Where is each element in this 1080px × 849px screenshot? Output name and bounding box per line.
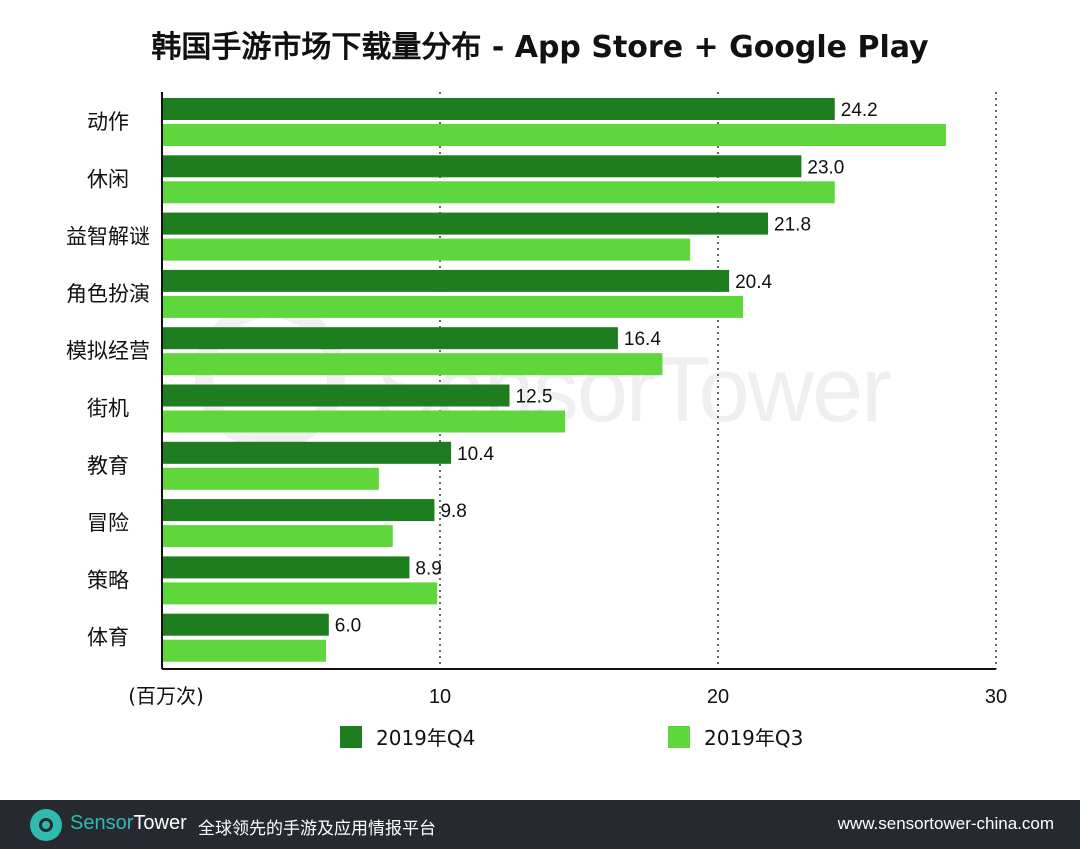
- footer-tagline: 全球领先的手游及应用情报平台: [198, 819, 436, 839]
- bar-q4: [162, 499, 435, 522]
- category-label: 冒险: [87, 511, 129, 535]
- footer-bar: SensorTower 全球领先的手游及应用情报平台 www.sensortow…: [0, 800, 1080, 849]
- bar-q4: [162, 441, 452, 464]
- category-label: 街机: [87, 397, 129, 421]
- bar-q4: [162, 384, 510, 407]
- chart-title: 韩国手游市场下载量分布 - App Store + Google Play: [151, 30, 929, 65]
- bar-q4: [162, 155, 802, 178]
- category-label: 动作: [87, 110, 129, 134]
- bar-q3: [162, 639, 327, 662]
- x-axis-label: (百万次): [128, 684, 204, 708]
- legend-label: 2019年Q4: [376, 726, 475, 750]
- category-label: 益智解谜: [66, 225, 150, 249]
- category-label: 角色扮演: [66, 282, 150, 306]
- legend-label: 2019年Q3: [704, 726, 803, 750]
- data-label: 8.9: [415, 558, 441, 579]
- bar-q3: [162, 238, 691, 261]
- data-label: 9.8: [440, 501, 466, 522]
- data-label: 12.5: [516, 387, 553, 408]
- data-label: 6.0: [335, 616, 361, 637]
- tick-label: 30: [985, 686, 1007, 708]
- bar-chart: 24.2 动作 23.0 休闲 21.8 益智解谜 20.4 角色扮演 16.4 模拟经营 12.5…: [66, 92, 1007, 750]
- bar-q4: [162, 269, 730, 292]
- bar-q4: [162, 556, 410, 579]
- category-label: 教育: [87, 454, 129, 478]
- bar-q3: [162, 353, 663, 376]
- category-label: 策略: [87, 568, 129, 592]
- bar-q4: [162, 327, 618, 350]
- bar-q3: [162, 410, 566, 433]
- tick-label: 20: [707, 686, 729, 708]
- legend-swatch: [340, 726, 362, 748]
- data-label: 23.0: [807, 157, 844, 178]
- data-label: 21.8: [774, 215, 811, 236]
- bar-q4: [162, 212, 769, 235]
- data-label: 10.4: [457, 444, 494, 465]
- category-label: 体育: [87, 626, 129, 650]
- footer-brand: SensorTower: [70, 812, 187, 834]
- bar-q4: [162, 613, 329, 636]
- data-label: 20.4: [735, 272, 772, 293]
- bar-q4: [162, 98, 835, 120]
- bar-q3: [162, 525, 393, 548]
- category-label: 休闲: [87, 167, 129, 191]
- data-label: 24.2: [841, 100, 878, 121]
- sensortower-logo-icon: [30, 809, 62, 841]
- legend-swatch: [668, 726, 690, 748]
- footer-url: www.sensortower-china.com: [837, 814, 1054, 833]
- category-label: 模拟经营: [66, 339, 150, 363]
- tick-label: 10: [429, 686, 451, 708]
- bar-q3: [162, 295, 744, 318]
- bar-q3: [162, 467, 379, 490]
- bar-q3: [162, 181, 835, 204]
- bar-q3: [162, 582, 438, 605]
- data-label: 16.4: [624, 329, 661, 350]
- bar-q3: [162, 124, 946, 146]
